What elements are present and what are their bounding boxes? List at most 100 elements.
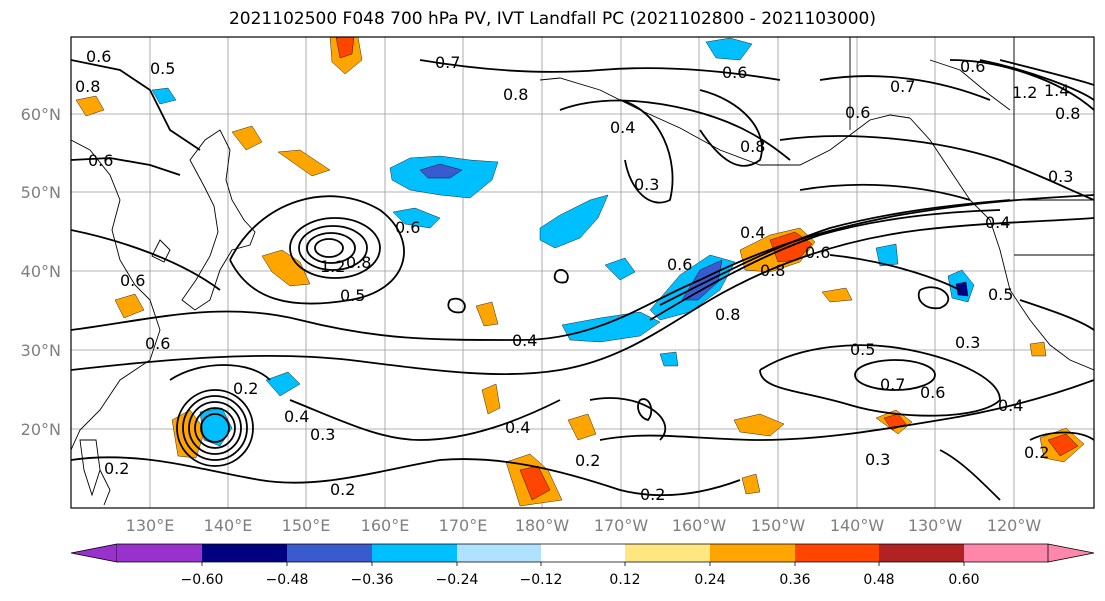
lon-tick: 180°W (515, 516, 570, 535)
pv-patch-orange (821, 287, 853, 303)
contour-label: 1.2 (320, 257, 345, 276)
lon-tick: 170°W (594, 516, 649, 535)
contour-label: 0.2 (104, 459, 129, 478)
colorbar (70, 543, 1095, 563)
ivt-contours (71, 59, 1094, 501)
contour-label: 0.5 (850, 340, 875, 359)
contour-label: 0.2 (575, 451, 600, 470)
gridlines (71, 37, 1094, 508)
pv-patch-orange (75, 95, 105, 117)
pv-patch-blue (561, 311, 661, 343)
coastlines (71, 37, 1094, 506)
contour-label: 0.4 (512, 331, 537, 350)
pv-patch-blue (539, 194, 609, 249)
lat-tick: 30°N (21, 341, 61, 360)
contour-label: 0.6 (960, 57, 985, 76)
contour-label: 0.2 (640, 485, 665, 504)
pv-patch-red (1047, 433, 1079, 457)
lon-tick: 140°E (204, 516, 253, 535)
contour-label: 0.8 (760, 261, 785, 280)
contour-labels: 0.6 0.5 0.8 0.7 0.6 0.4 0.3 0.8 0.8 0.6 … (75, 47, 1080, 504)
pv-patch-orange (1029, 341, 1047, 357)
contour-label: 0.6 (667, 255, 692, 274)
contour-label: 0.8 (75, 77, 100, 96)
contour-label: 0.2 (330, 480, 355, 499)
lat-tick: 20°N (21, 420, 61, 439)
map-frame (70, 36, 1095, 509)
pv-patch-blue (659, 351, 679, 367)
lon-tick: 150°W (751, 516, 806, 535)
contour-label: 0.5 (340, 286, 365, 305)
contour-label: 0.3 (634, 175, 659, 194)
pv-patch-orange (261, 249, 311, 287)
lon-tick: 140°W (830, 516, 885, 535)
colorbar-swatch (117, 544, 202, 562)
pv-patch-red (519, 465, 551, 501)
contour-label: 0.5 (988, 285, 1013, 304)
contour-label: 1.2 (1012, 83, 1037, 102)
colorbar-tick-marks (201, 562, 965, 566)
pv-patch-orange (741, 473, 761, 495)
plot-title: 2021102500 F048 700 hPa PV, IVT Landfall… (228, 9, 876, 29)
contour-label: 0.6 (805, 243, 830, 262)
lon-tick: 170°E (439, 516, 488, 535)
pv-patch-blue (392, 207, 441, 229)
pv-patch-blue (151, 87, 177, 105)
colorbar-tick: 0.12 (609, 572, 640, 588)
contour-label: 0.4 (505, 418, 530, 437)
pv-patch-orange (475, 301, 499, 327)
colorbar-tick: −0.60 (181, 572, 224, 588)
pv-patch-orange (733, 413, 785, 437)
contour-label: 0.4 (998, 396, 1023, 415)
lon-tick-labels: 130°E 140°E 150°E 160°E 170°E 180°W 170°… (126, 516, 1042, 535)
contour-label: 0.6 (145, 334, 170, 353)
colorbar-tick-labels: −0.60 −0.48 −0.36 −0.24 −0.12 0.12 0.24 … (181, 572, 980, 588)
contour-label: 0.3 (1048, 167, 1073, 186)
pv-patch-orange (277, 149, 331, 177)
lat-tick: 50°N (21, 183, 61, 202)
pv-patch-red (335, 37, 355, 59)
lat-tick: 60°N (21, 105, 61, 124)
colorbar-tick: −0.36 (351, 572, 394, 588)
pv-patch-darkblue (955, 281, 969, 297)
colorbar-swatch (964, 544, 1048, 562)
colorbar-swatch (541, 544, 625, 562)
contour-label: 0.4 (985, 213, 1010, 232)
contour-label: 0.3 (865, 450, 890, 469)
lon-tick: 150°E (282, 516, 331, 535)
contour-label: 0.2 (1024, 443, 1049, 462)
contour-label: 0.6 (86, 47, 111, 66)
lon-tick: 120°W (987, 516, 1042, 535)
contour-label: 0.8 (740, 137, 765, 156)
colorbar-tick: 0.36 (779, 572, 810, 588)
colorbar-swatch (372, 544, 457, 562)
colorbar-extend-left (70, 543, 118, 563)
colorbar-tick: −0.48 (266, 572, 309, 588)
pv-patch-blue (265, 371, 301, 397)
contour-label: 0.7 (890, 77, 915, 96)
contour-label: 1.4 (1044, 81, 1069, 100)
colorbar-tick: 0.24 (694, 572, 725, 588)
lon-tick: 130°W (908, 516, 963, 535)
lon-tick: 130°E (126, 516, 175, 535)
contour-label: 0.4 (284, 407, 309, 426)
contour-label: 0.8 (1055, 104, 1080, 123)
colorbar-tick: 0.60 (948, 572, 979, 588)
pv-patch-orange (567, 413, 597, 441)
contour-label: 0.6 (88, 151, 113, 170)
pv-patch-orange (481, 383, 501, 415)
lat-tick-labels: 60°N 50°N 40°N 30°N 20°N (21, 105, 61, 439)
pv-patch-blue (875, 243, 899, 267)
contour-label: 0.4 (740, 223, 765, 242)
contour-label: 0.2 (233, 379, 258, 398)
pv-patch-blue (604, 257, 636, 281)
colorbar-swatch (879, 544, 964, 562)
contour-label: 0.6 (845, 103, 870, 122)
colorbar-swatch (795, 544, 879, 562)
contour-label: 0.8 (503, 85, 528, 104)
colorbar-swatch (710, 544, 795, 562)
colorbar-extend-right (1047, 543, 1095, 563)
colorbar-tick: 0.48 (863, 572, 894, 588)
pv-patch-blue (705, 37, 753, 61)
